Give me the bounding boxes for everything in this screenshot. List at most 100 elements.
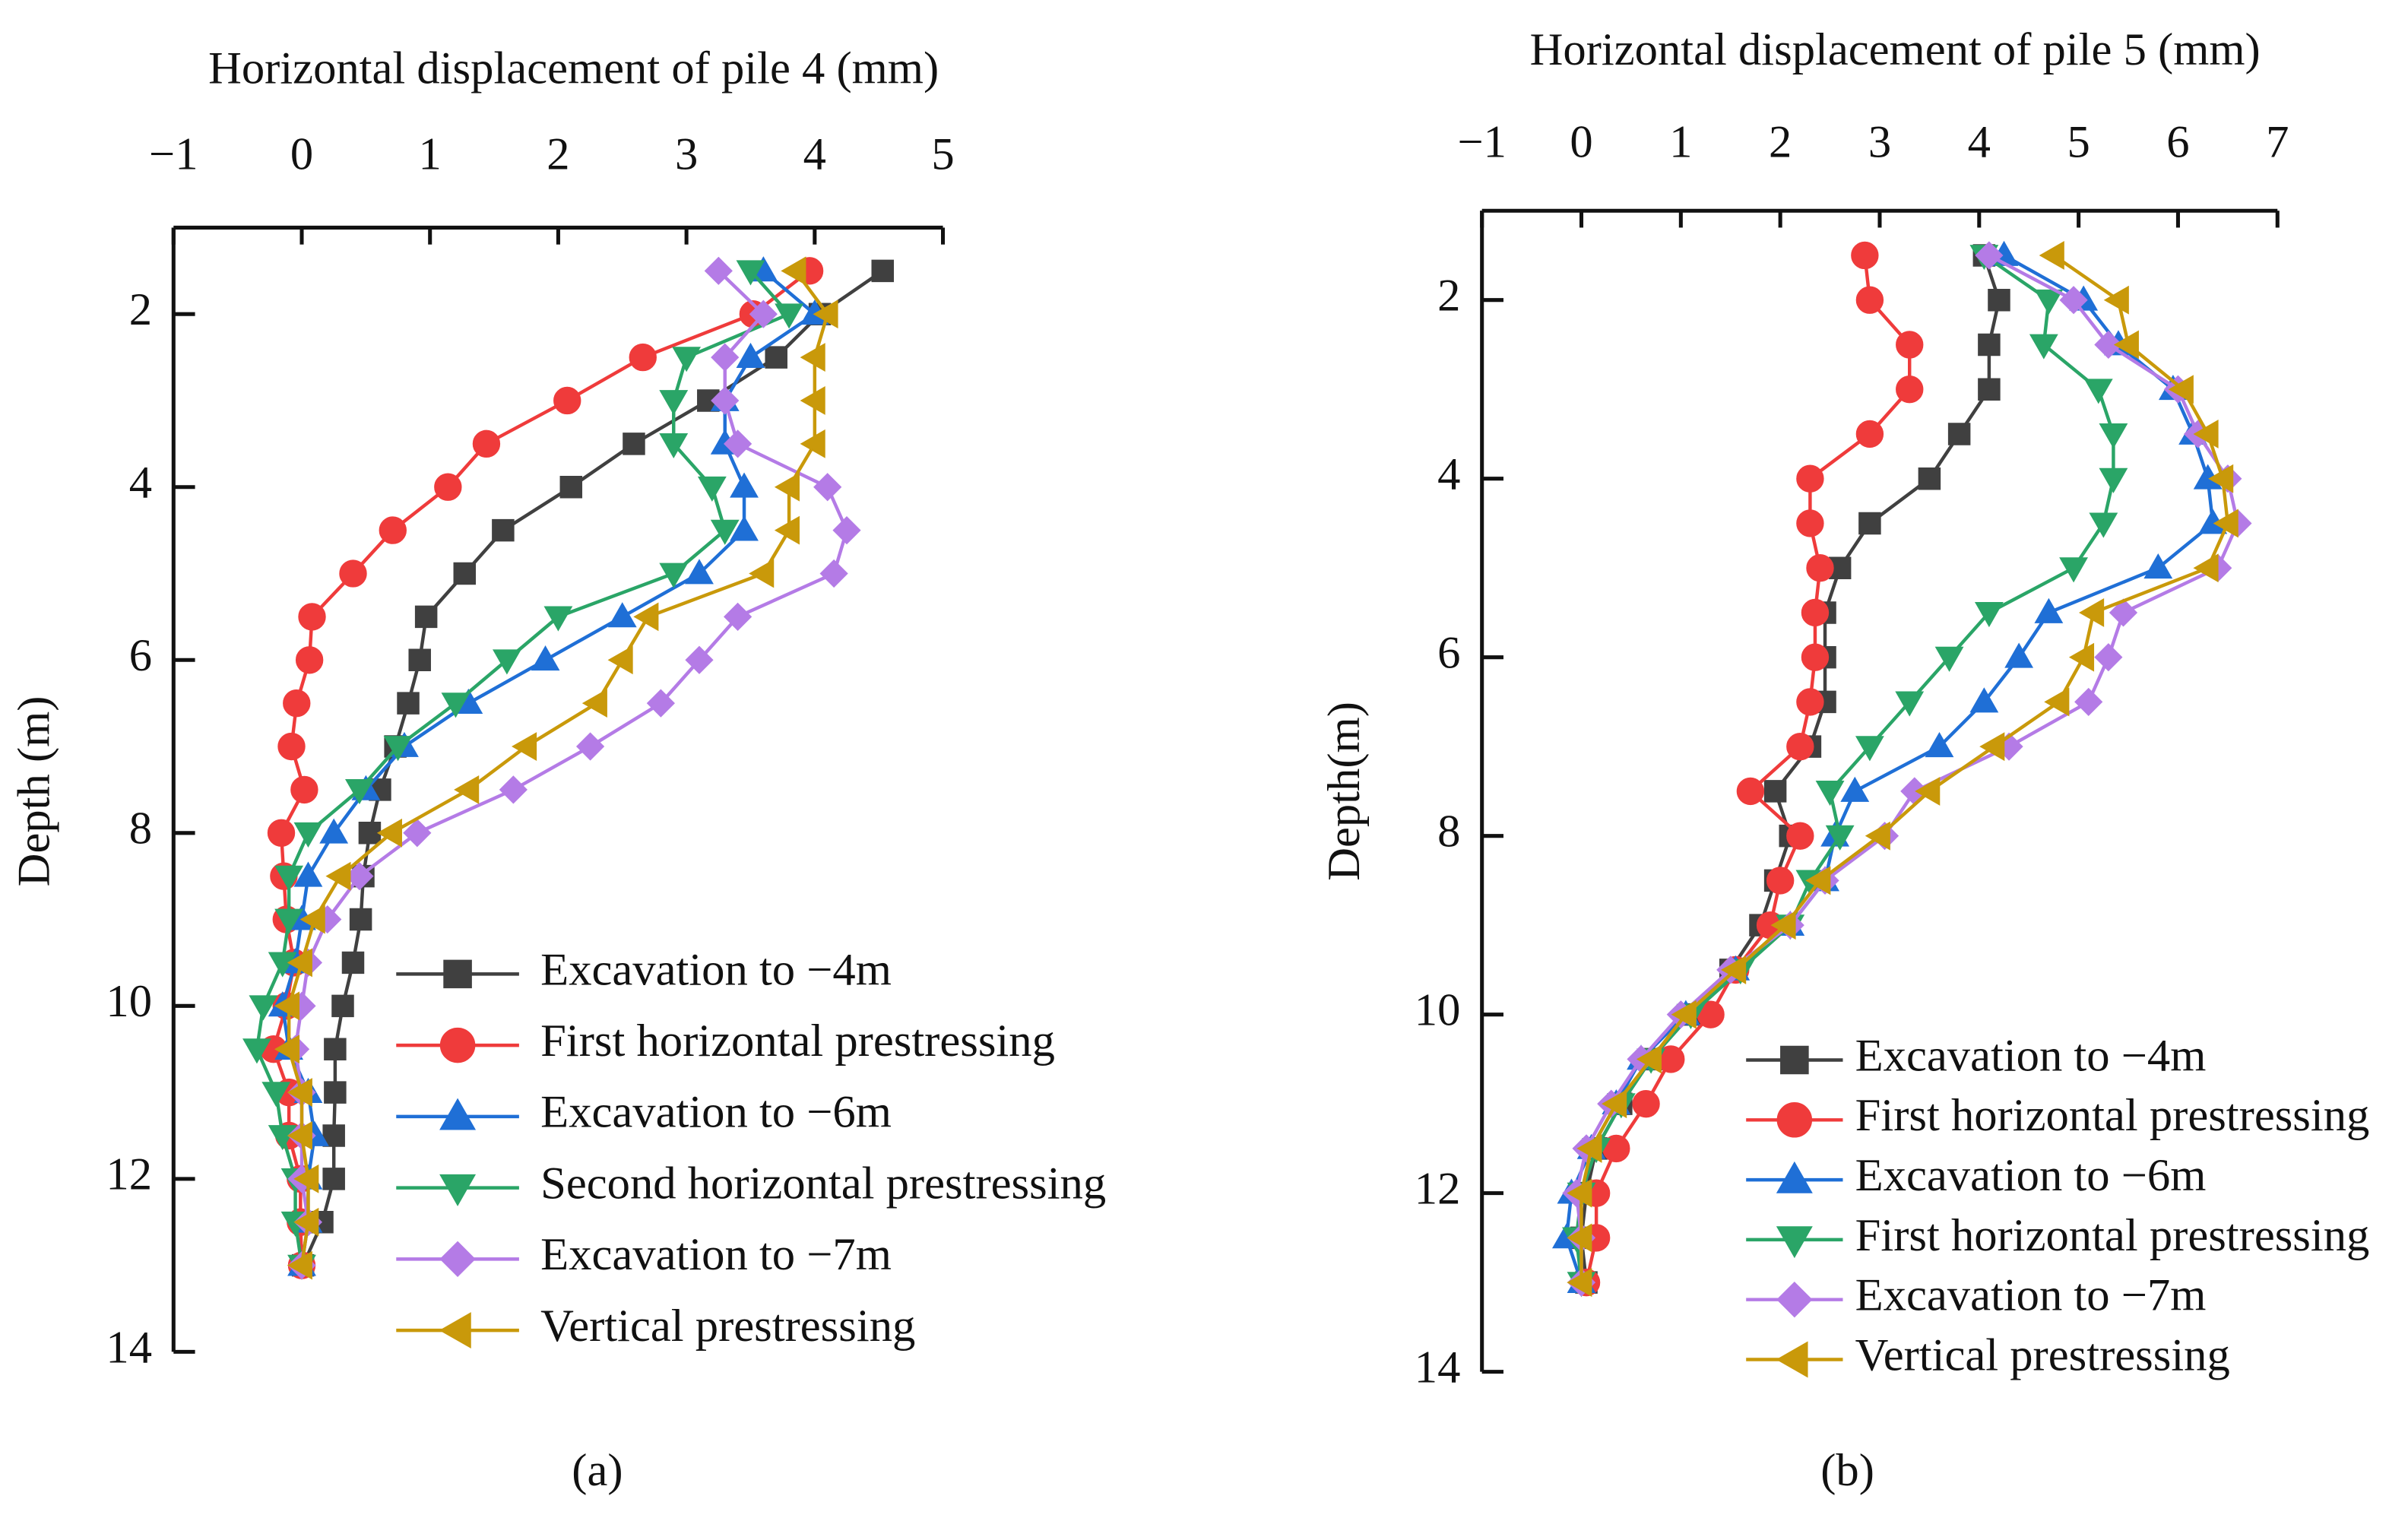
- marker: [341, 951, 365, 974]
- marker: [1988, 288, 2010, 312]
- marker: [819, 559, 848, 588]
- x-tick-label: −1: [149, 128, 198, 179]
- marker: [439, 1027, 476, 1063]
- marker: [730, 515, 759, 541]
- y-tick-label: 2: [129, 284, 152, 335]
- marker: [704, 256, 733, 285]
- marker: [2034, 597, 2064, 623]
- marker: [2143, 553, 2173, 579]
- marker: [774, 515, 800, 545]
- marker: [1855, 420, 1884, 448]
- marker: [1969, 687, 1999, 713]
- marker: [2083, 379, 2113, 404]
- marker: [1567, 1268, 1592, 1298]
- marker: [1805, 866, 1831, 895]
- marker: [1801, 643, 1830, 671]
- marker: [2059, 557, 2088, 583]
- marker: [1776, 1102, 1813, 1138]
- x-tick-label: 5: [2067, 116, 2090, 167]
- marker: [1776, 1282, 1813, 1318]
- marker: [2168, 375, 2194, 404]
- marker: [749, 299, 778, 328]
- marker: [1671, 1000, 1697, 1029]
- marker: [274, 1035, 300, 1064]
- series-line: [1579, 254, 2230, 1283]
- marker: [2004, 642, 2034, 668]
- marker: [293, 822, 323, 848]
- marker: [298, 603, 326, 631]
- y-axis-title: Depth (m): [8, 696, 59, 887]
- legend-label: Excavation to −4m: [540, 944, 892, 995]
- y-tick-label: 10: [106, 976, 152, 1027]
- marker: [403, 819, 432, 848]
- marker: [832, 516, 861, 545]
- marker: [736, 342, 765, 368]
- marker: [1796, 464, 1824, 493]
- marker: [1825, 825, 1855, 851]
- marker: [553, 386, 581, 415]
- y-axis-title: Depth(m): [1319, 702, 1370, 881]
- y-tick-label: 12: [106, 1149, 152, 1200]
- marker: [2034, 289, 2064, 315]
- marker: [800, 343, 825, 372]
- marker: [1934, 646, 1964, 672]
- marker: [1776, 1226, 1813, 1259]
- marker: [1780, 1045, 1809, 1075]
- chart-title: Horizontal displacement of pile 4 (mm): [208, 43, 939, 93]
- marker: [813, 299, 838, 329]
- marker: [623, 433, 645, 455]
- marker: [439, 1174, 477, 1206]
- marker: [261, 1082, 291, 1108]
- x-tick-label: 1: [1669, 116, 1692, 167]
- marker: [267, 819, 296, 847]
- marker: [1895, 691, 1925, 717]
- marker: [2103, 285, 2129, 315]
- legend-label: Excavation to −4m: [1855, 1030, 2207, 1081]
- marker: [1576, 1133, 1602, 1163]
- marker: [383, 736, 413, 762]
- marker: [408, 648, 431, 672]
- marker: [2079, 598, 2105, 627]
- marker: [1858, 512, 1881, 535]
- marker: [629, 343, 657, 372]
- marker: [765, 346, 787, 369]
- marker: [1851, 241, 1879, 270]
- marker: [277, 732, 306, 761]
- marker: [1925, 731, 1954, 758]
- marker: [724, 429, 752, 458]
- marker: [775, 303, 803, 329]
- marker: [2059, 286, 2088, 315]
- marker: [2208, 464, 2234, 493]
- marker: [299, 905, 325, 934]
- marker: [268, 952, 297, 978]
- marker: [633, 602, 659, 632]
- marker: [345, 779, 374, 805]
- x-tick-label: 0: [290, 128, 313, 179]
- x-tick-label: 3: [675, 128, 698, 179]
- marker: [2094, 643, 2123, 672]
- marker: [397, 692, 420, 715]
- marker: [800, 429, 825, 458]
- marker: [319, 818, 349, 844]
- marker: [685, 645, 714, 674]
- x-tick-label: 4: [1968, 116, 1991, 167]
- marker: [249, 995, 278, 1021]
- marker: [2099, 467, 2128, 493]
- marker: [749, 559, 775, 588]
- marker: [1801, 598, 1830, 627]
- marker: [2039, 241, 2064, 270]
- marker: [376, 818, 402, 848]
- marker: [441, 692, 471, 718]
- panel-label: (a): [572, 1445, 623, 1496]
- marker: [439, 1241, 476, 1277]
- marker: [646, 689, 675, 718]
- marker: [414, 605, 438, 629]
- y-tick-label: 6: [1437, 628, 1460, 679]
- x-tick-label: 0: [1570, 116, 1592, 167]
- marker: [1636, 1044, 1662, 1074]
- marker: [730, 472, 759, 498]
- y-tick-label: 8: [129, 803, 152, 854]
- marker: [274, 991, 300, 1021]
- marker: [559, 475, 583, 499]
- marker: [331, 994, 354, 1018]
